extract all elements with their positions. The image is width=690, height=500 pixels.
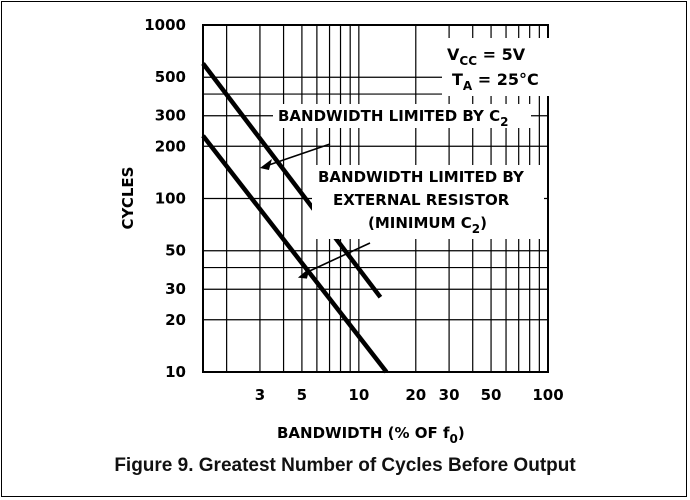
x-tick-label: 5 [297, 386, 307, 404]
x-tick-label: 20 [405, 386, 426, 404]
annotation-2-line-3: (MINIMUM C2) [368, 214, 487, 236]
vcc-label: VCC = 5V [447, 45, 526, 68]
annotation-2-line-2: EXTERNAL RESISTOR [333, 191, 510, 209]
x-tick-label: 3 [255, 386, 265, 404]
y-tick-label: 500 [155, 68, 186, 86]
y-tick-label: 20 [165, 311, 186, 329]
x-tick-label: 30 [439, 386, 460, 404]
y-tick-label: 50 [165, 242, 186, 260]
axis-labels: BANDWIDTH (% OF f0) CYCLES [119, 167, 465, 446]
y-tick-label: 200 [155, 137, 186, 155]
y-axis-label: CYCLES [119, 167, 137, 230]
series-line-2 [201, 134, 389, 374]
annotation-2-arrow [303, 242, 371, 275]
x-tick-label: 10 [348, 386, 369, 404]
y-tick-label: 30 [165, 280, 186, 298]
y-tick-label: 100 [155, 190, 186, 208]
series-lines [201, 62, 389, 374]
y-tick-label: 1000 [144, 16, 186, 34]
figure-caption: Figure 9. Greatest Number of Cycles Befo… [114, 455, 576, 476]
y-tick-label: 300 [155, 107, 186, 125]
y-tick-label: 10 [165, 363, 186, 381]
series-line-1 [201, 62, 383, 299]
annotation-1-box [273, 104, 531, 128]
x-tick-label: 100 [532, 386, 563, 404]
annotation-1-arrow [265, 143, 331, 167]
annotation-2-arrowhead [297, 267, 310, 279]
x-axis-label: BANDWIDTH (% OF f0) [277, 424, 465, 446]
x-tick-labels: 3 5 10 20 30 50 100 [255, 386, 564, 404]
annotation-1-text: BANDWIDTH LIMITED BY C2 [278, 107, 509, 129]
y-tick-labels: 10 20 30 50 100 200 300 500 1000 [144, 16, 186, 381]
annotation-1-arrowhead [259, 158, 272, 170]
annotation-2-line-1: BANDWIDTH LIMITED BY [318, 168, 525, 186]
x-tick-label: 50 [481, 386, 502, 404]
ta-label: TA = 25°C [452, 70, 539, 93]
conditions-box [442, 38, 550, 96]
annotation-2-box [312, 165, 544, 239]
